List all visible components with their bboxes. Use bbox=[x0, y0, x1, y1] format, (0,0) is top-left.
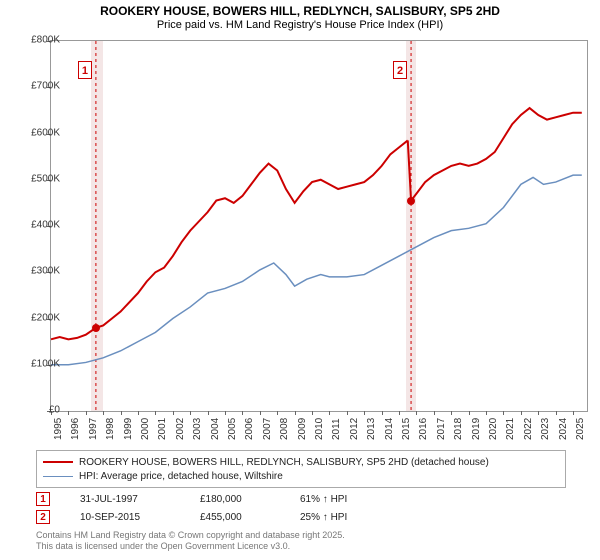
x-tick-label: 2019 bbox=[471, 418, 482, 440]
x-tick-label: 2012 bbox=[349, 418, 360, 440]
x-tick-label: 2024 bbox=[558, 418, 569, 440]
x-tick-label: 2014 bbox=[384, 418, 395, 440]
legend-swatch bbox=[43, 476, 73, 477]
x-tick-label: 2000 bbox=[140, 418, 151, 440]
y-tick-label: £500K bbox=[4, 173, 60, 184]
y-tick-label: £700K bbox=[4, 81, 60, 92]
event-row-marker: 2 bbox=[36, 510, 50, 524]
legend-swatch bbox=[43, 461, 73, 463]
event-row: 1 31-JUL-1997£180,00061% ↑ HPI bbox=[36, 490, 576, 508]
x-axis-labels: 1995 1996 1997 1998 1999 2000 2001 2002 2003 2004… bbox=[50, 410, 586, 444]
y-tick-label: £200K bbox=[4, 312, 60, 323]
y-tick-label: £800K bbox=[4, 35, 60, 46]
x-tick-label: 1999 bbox=[123, 418, 134, 440]
y-tick-label: £600K bbox=[4, 127, 60, 138]
chart-plot-area: 12 bbox=[50, 40, 588, 412]
x-tick-label: 1998 bbox=[105, 418, 116, 440]
event-row-price: £455,000 bbox=[200, 512, 300, 523]
x-tick-label: 2008 bbox=[279, 418, 290, 440]
legend-item: HPI: Average price, detached house, Wilt… bbox=[43, 469, 559, 483]
data-point-marker bbox=[407, 197, 415, 205]
x-tick-label: 2002 bbox=[175, 418, 186, 440]
x-tick-label: 2025 bbox=[575, 418, 586, 440]
footer-line2: This data is licensed under the Open Gov… bbox=[36, 541, 345, 552]
event-row-pct: 25% ↑ HPI bbox=[300, 512, 400, 523]
x-tick-label: 2001 bbox=[157, 418, 168, 440]
x-tick-label: 2018 bbox=[453, 418, 464, 440]
event-row-date: 10-SEP-2015 bbox=[80, 512, 200, 523]
x-tick-label: 2011 bbox=[331, 418, 342, 440]
x-tick-label: 2021 bbox=[505, 418, 516, 440]
x-tick-label: 2010 bbox=[314, 418, 325, 440]
x-tick-label: 2023 bbox=[540, 418, 551, 440]
x-tick-label: 2009 bbox=[297, 418, 308, 440]
legend-label: ROOKERY HOUSE, BOWERS HILL, REDLYNCH, SA… bbox=[79, 457, 489, 468]
series-line bbox=[51, 175, 582, 365]
x-tick-label: 1995 bbox=[53, 418, 64, 440]
events-table: 1 31-JUL-1997£180,00061% ↑ HPI 2 10-SEP-201… bbox=[36, 490, 576, 526]
x-tick-label: 2005 bbox=[227, 418, 238, 440]
x-tick-label: 1996 bbox=[70, 418, 81, 440]
event-row-price: £180,000 bbox=[200, 494, 300, 505]
event-marker: 1 bbox=[78, 61, 92, 79]
x-tick-label: 2007 bbox=[262, 418, 273, 440]
y-tick-label: £100K bbox=[4, 358, 60, 369]
x-tick-label: 2017 bbox=[436, 418, 447, 440]
legend: ROOKERY HOUSE, BOWERS HILL, REDLYNCH, SA… bbox=[36, 450, 566, 488]
legend-label: HPI: Average price, detached house, Wilt… bbox=[79, 471, 283, 482]
chart-subtitle: Price paid vs. HM Land Registry's House … bbox=[0, 19, 600, 31]
event-marker: 2 bbox=[393, 61, 407, 79]
y-tick-label: £400K bbox=[4, 220, 60, 231]
x-tick-label: 2003 bbox=[192, 418, 203, 440]
x-tick-label: 1997 bbox=[88, 418, 99, 440]
y-tick-label: £300K bbox=[4, 266, 60, 277]
event-row-marker: 1 bbox=[36, 492, 50, 506]
data-point-marker bbox=[92, 324, 100, 332]
event-row-pct: 61% ↑ HPI bbox=[300, 494, 400, 505]
x-tick-label: 2016 bbox=[418, 418, 429, 440]
x-tick-label: 2013 bbox=[366, 418, 377, 440]
series-line bbox=[51, 140, 408, 339]
footer: Contains HM Land Registry data © Crown c… bbox=[36, 530, 345, 552]
footer-line1: Contains HM Land Registry data © Crown c… bbox=[36, 530, 345, 541]
x-tick-label: 2006 bbox=[244, 418, 255, 440]
chart-svg bbox=[51, 41, 587, 411]
event-row: 2 10-SEP-2015£455,00025% ↑ HPI bbox=[36, 508, 576, 526]
x-tick-label: 2020 bbox=[488, 418, 499, 440]
legend-item: ROOKERY HOUSE, BOWERS HILL, REDLYNCH, SA… bbox=[43, 455, 559, 469]
x-tick-label: 2015 bbox=[401, 418, 412, 440]
series-line bbox=[411, 108, 582, 201]
x-tick-label: 2004 bbox=[210, 418, 221, 440]
chart-title: ROOKERY HOUSE, BOWERS HILL, REDLYNCH, SA… bbox=[0, 4, 600, 18]
event-row-date: 31-JUL-1997 bbox=[80, 494, 200, 505]
x-tick-label: 2022 bbox=[523, 418, 534, 440]
